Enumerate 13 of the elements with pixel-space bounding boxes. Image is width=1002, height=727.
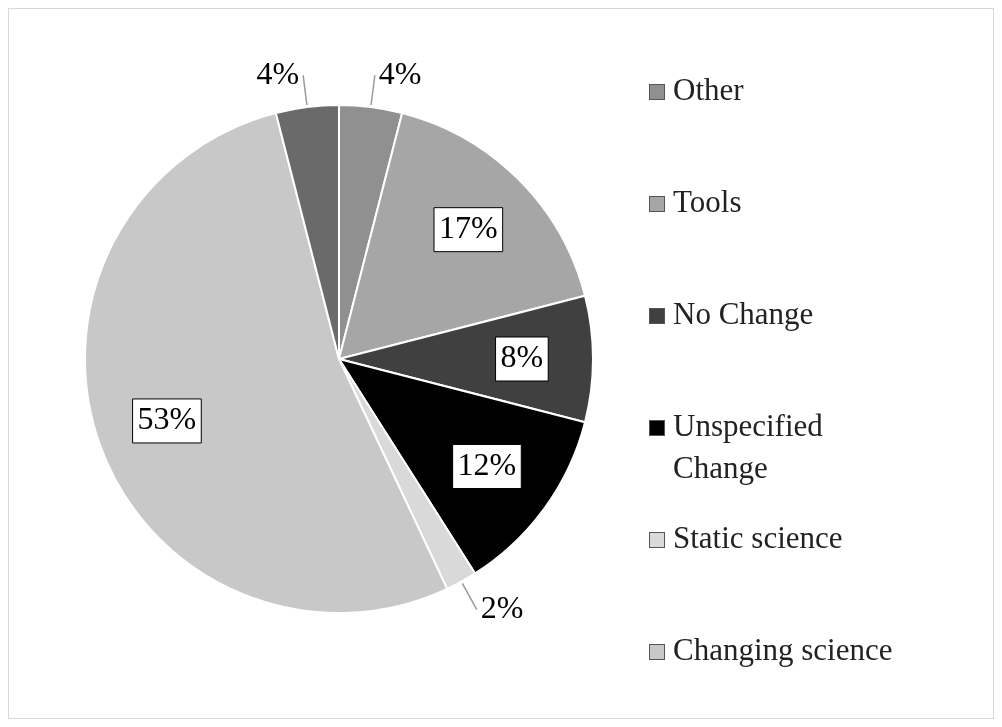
legend-label: Changing science (673, 631, 894, 669)
legend-label: Unspecified Change (673, 407, 824, 487)
data-label: 53% (137, 400, 197, 437)
legend-label: Static science (673, 519, 844, 557)
data-label: 2% (480, 589, 524, 626)
legend-label: No Change (673, 295, 815, 333)
data-label: 8% (500, 338, 544, 375)
legend-label: Other (673, 71, 745, 109)
data-label: 17% (438, 209, 498, 246)
data-label: 4% (378, 54, 422, 91)
data-label: 4% (256, 54, 300, 91)
data-label: 12% (457, 445, 517, 482)
legend-label: Tools (673, 183, 743, 221)
